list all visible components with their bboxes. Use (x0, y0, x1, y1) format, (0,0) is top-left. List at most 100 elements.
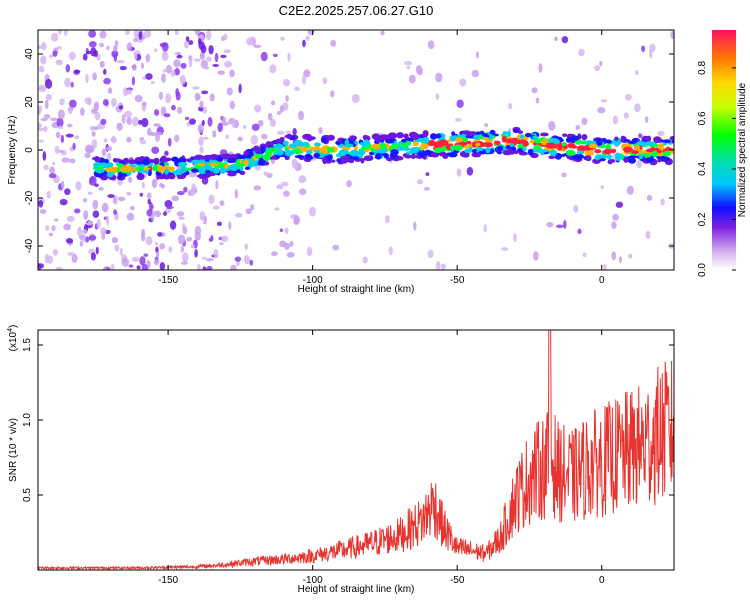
spectrogram-noise-cell (49, 54, 54, 59)
spectrogram-noise-cell (216, 221, 222, 227)
spectrogram-noise-cell (48, 173, 57, 179)
spectrogram-ridge-cell (522, 141, 529, 147)
spectrogram-noise-cell (94, 183, 99, 188)
spectrogram-noise-cell (80, 107, 85, 116)
spectrogram-noise-cell (65, 64, 71, 73)
spectrogram-noise-cell (38, 68, 45, 73)
spectrogram-noise-cell (176, 54, 183, 59)
snr-multiplier: (x104) (7, 325, 19, 352)
spectrogram-ridge-cell (396, 146, 405, 151)
spectrogram-ridge-cell (472, 141, 477, 148)
spectrogram-noise-cell (58, 125, 64, 130)
spectrogram-ridge-cell (264, 161, 270, 166)
spectrogram-ridge-cell (585, 155, 592, 162)
spectrogram-noise-cell (110, 263, 115, 270)
spectrogram-noise-cell (121, 114, 126, 123)
spectrogram-noise-cell (56, 46, 63, 50)
spectrogram-ridge-cell (107, 171, 114, 178)
spectrogram-noise-cell (600, 99, 608, 103)
spectrogram-noise-cell (190, 243, 195, 249)
spectrogram-noise-cell (168, 246, 173, 253)
spectrogram-noise-cell (38, 263, 45, 269)
spectrogram-noise-cell (456, 99, 464, 108)
spectrogram-noise-cell (54, 145, 60, 155)
spectrogram-ridge-cell (371, 133, 380, 140)
spectrogram-noise-cell (276, 184, 284, 190)
spectrogram-noise-cell (96, 218, 101, 229)
spectrogram-noise-cell (106, 45, 110, 51)
spectrogram-noise-cell (85, 73, 89, 84)
spectrogram-noise-cell (229, 100, 235, 110)
spectrogram-ridge-cell (518, 151, 528, 156)
spectrogram-noise-cell (146, 192, 152, 199)
spectrogram-ridge-cell (404, 154, 412, 159)
spectrogram-noise-cell (174, 134, 180, 143)
spectrogram-ridge-cell (453, 144, 463, 151)
spectrogram-noise-cell (282, 79, 291, 87)
spectrogram-noise-cell (118, 105, 124, 110)
spectrogram-noise-cell (114, 244, 120, 252)
colorbar: 0.0 0.2 0.4 0.6 0.8 Normalized spectral ampl… (697, 30, 748, 277)
spectrogram-noise-cell (126, 192, 132, 196)
spectrogram-noise-cell (182, 252, 189, 262)
spectrogram-noise-cell (244, 243, 248, 250)
spectrogram-ridge-cell (662, 139, 672, 144)
spectrogram-noise-cell (39, 208, 47, 214)
spectrogram-noise-cell (561, 172, 567, 178)
spectrogram-noise-cell (440, 263, 446, 270)
spectrogram-noise-cell (575, 124, 581, 130)
spectrogram-ridge-cell (605, 139, 612, 144)
spectrogram-noise-cell (206, 30, 212, 41)
spectrogram-noise-cell (200, 44, 207, 54)
spectrogram-noise-cell (43, 164, 49, 171)
spectrogram-noise-cell (318, 126, 323, 135)
spectrogram-ridge-cell (209, 162, 219, 167)
spectrogram-ridge-cell (378, 147, 388, 154)
spectrogram-noise-cell (43, 113, 51, 119)
spectrogram-noise-cell (161, 73, 166, 83)
spectrogram-ridge-cell (405, 151, 412, 155)
spectrogram-noise-cell (95, 246, 99, 255)
spectrogram-noise-cell (291, 158, 298, 169)
spectrogram-ridge-cell (579, 140, 588, 145)
spectrogram-ridge-cell (607, 159, 613, 165)
spectrogram-ridge-cell (464, 148, 472, 154)
spectrogram-noise-cell (92, 72, 97, 81)
spectrogram-noise-cell (628, 253, 633, 259)
spectrogram-noise-cell (625, 93, 632, 101)
spectrogram-ridge-cell (509, 143, 515, 147)
spectrogram-noise-cell (153, 210, 162, 218)
spectrogram-noise-cell (212, 205, 220, 210)
spectrogram-ridge-cell (174, 168, 184, 176)
spectrogram-noise-cell (197, 263, 201, 270)
spectrogram-ridge-cell (517, 144, 524, 149)
spectrogram-noise-cell (197, 38, 202, 45)
spectrogram-ridge-cell (327, 147, 335, 153)
spectrogram-noise-cell (466, 166, 474, 176)
spectrogram-noise-cell (119, 247, 123, 256)
spectrogram-noise-cell (155, 246, 159, 254)
spectrogram-noise-cell (205, 258, 214, 262)
spectrogram-noise-cell (133, 37, 138, 43)
spectrogram-noise-cell (306, 246, 313, 257)
spectrogram-ridge-cell (307, 136, 316, 141)
spectrogram-noise-cell (124, 110, 133, 118)
spectrogram-noise-cell (208, 44, 214, 55)
spectrogram-ridge-cell (430, 152, 440, 158)
spectrogram-noise-cell (58, 149, 64, 153)
spectrogram-ridge-cell (422, 136, 430, 144)
spectrogram-ridge-cell (196, 174, 205, 178)
spectrogram-ridge-cell (313, 152, 321, 158)
spectrogram-noise-cell (198, 136, 204, 147)
spectrogram-ridge-cell (427, 139, 436, 147)
spectrogram-noise-cell (224, 60, 233, 68)
spectrogram-ridge-cell (596, 139, 603, 146)
spectrogram-noise-cell (221, 116, 227, 123)
spectrogram-y-label: Frequency (Hz) (7, 116, 18, 185)
spectrogram-noise-cell (66, 215, 75, 223)
spectrogram-ridge-cell (594, 156, 601, 161)
spectrogram-noise-cell (88, 235, 97, 241)
spectrogram-noise-cell (533, 251, 539, 261)
spectrogram-noise-cell (101, 148, 107, 157)
spectrogram-noise-cell (65, 133, 74, 138)
